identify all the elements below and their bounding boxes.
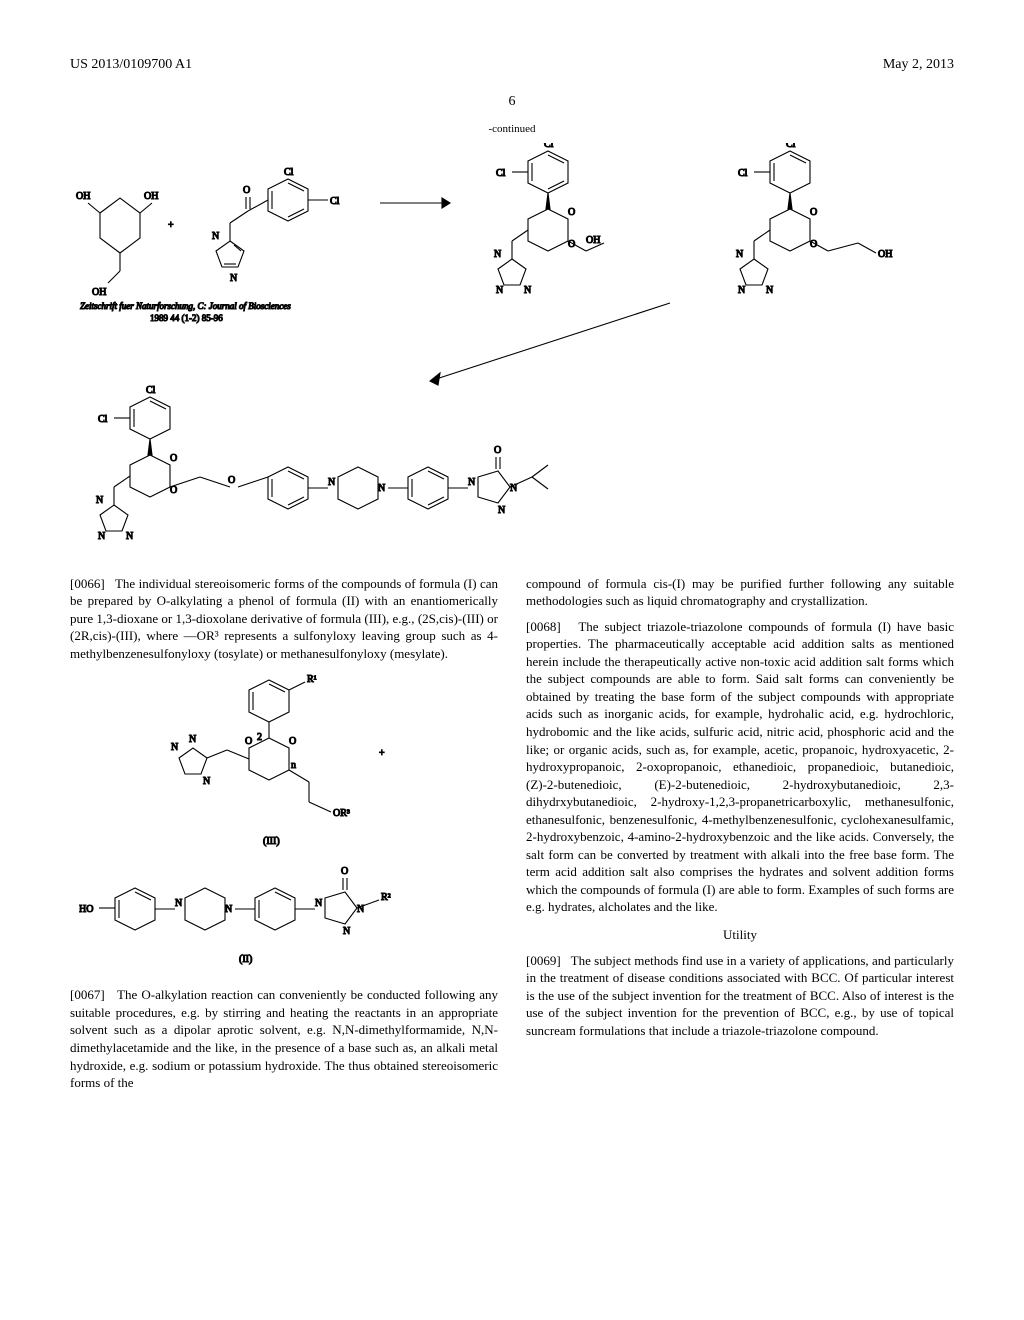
svg-text:OR³: OR³ (333, 808, 350, 819)
svg-text:O: O (341, 866, 348, 877)
header-right: May 2, 2013 (883, 56, 954, 75)
svg-text:N: N (494, 249, 501, 260)
svg-text:O: O (289, 736, 296, 747)
svg-text:Cl: Cl (544, 143, 554, 150)
svg-text:N: N (328, 477, 335, 488)
svg-text:Cl: Cl (98, 414, 108, 425)
svg-text:R²: R² (381, 892, 391, 903)
header-left: US 2013/0109700 A1 (70, 56, 192, 75)
svg-text:N: N (98, 531, 105, 542)
svg-text:N: N (230, 273, 237, 284)
svg-text:+: + (168, 220, 174, 231)
svg-text:OH: OH (76, 191, 90, 202)
para-0067: [0067] The O-alkylation reaction can con… (70, 986, 498, 1091)
svg-text:Cl: Cl (738, 168, 748, 179)
formula-III-II: R¹ 2 O O n N N (70, 672, 498, 972)
para-num-0069: [0069] (526, 953, 561, 968)
svg-text:N: N (524, 285, 531, 296)
continued-label: -continued (70, 122, 954, 137)
page-header: US 2013/0109700 A1 May 2, 2013 (70, 56, 954, 75)
svg-text:Cl: Cl (496, 168, 506, 179)
svg-text:N: N (212, 231, 219, 242)
svg-text:O: O (494, 445, 501, 456)
para-num-0067: [0067] (70, 987, 105, 1002)
svg-text:O: O (810, 207, 817, 218)
svg-text:N: N (96, 495, 103, 506)
svg-text:N: N (496, 285, 503, 296)
svg-text:N: N (315, 898, 322, 909)
svg-text:n: n (291, 760, 296, 771)
para-0069: [0069] The subject methods find use in a… (526, 952, 954, 1040)
svg-text:Cl: Cl (284, 167, 294, 178)
right-column: compound of formula cis-(I) may be purif… (526, 575, 954, 1100)
svg-text:N: N (738, 285, 745, 296)
svg-text:O: O (245, 736, 252, 747)
svg-text:OH: OH (144, 191, 158, 202)
two-column-body: [0066] The individual stereoisomeric for… (70, 575, 954, 1100)
svg-text:+: + (379, 748, 385, 759)
svg-text:HO: HO (79, 904, 93, 915)
svg-text:(II): (II) (239, 954, 252, 965)
svg-text:Cl: Cl (330, 196, 340, 207)
svg-text:OH: OH (878, 249, 892, 260)
reaction-scheme-top: OH OH OH + Cl Cl O N (70, 143, 954, 563)
svg-text:O: O (228, 475, 235, 486)
svg-text:Cl: Cl (146, 385, 156, 396)
svg-text:O: O (170, 453, 177, 464)
svg-text:R¹: R¹ (307, 674, 317, 685)
para-0067-cont: compound of formula cis-(I) may be purif… (526, 575, 954, 610)
svg-text:N: N (498, 505, 505, 516)
svg-text:N: N (171, 742, 178, 753)
left-column: [0066] The individual stereoisomeric for… (70, 575, 498, 1100)
svg-text:N: N (203, 776, 210, 787)
svg-text:N: N (766, 285, 773, 296)
para-0066: [0066] The individual stereoisomeric for… (70, 575, 498, 663)
svg-text:N: N (126, 531, 133, 542)
svg-text:O: O (243, 185, 250, 196)
page-number: 6 (70, 93, 954, 112)
svg-text:N: N (175, 898, 182, 909)
svg-text:OH: OH (586, 235, 600, 246)
para-num-0066: [0066] (70, 576, 105, 591)
svg-text:N: N (225, 904, 232, 915)
svg-text:N: N (343, 926, 350, 937)
svg-text:N: N (468, 477, 475, 488)
svg-text:O: O (568, 207, 575, 218)
scheme-svg: OH OH OH + Cl Cl O N (70, 143, 954, 563)
svg-text:N: N (736, 249, 743, 260)
svg-text:N: N (378, 483, 385, 494)
para-0068: [0068] The subject triazole-triazolone c… (526, 618, 954, 916)
svg-text:Zeitschrift fuer Naturforschun: Zeitschrift fuer Naturforschung, C: Jour… (80, 301, 291, 311)
para-num-0068: [0068] (526, 619, 561, 634)
svg-text:OH: OH (92, 287, 106, 298)
svg-text:Cl: Cl (786, 143, 796, 150)
svg-text:(III): (III) (263, 836, 280, 847)
svg-text:1989 44 (1-2) 85-96: 1989 44 (1-2) 85-96 (150, 313, 223, 323)
utility-heading: Utility (526, 926, 954, 944)
svg-text:N: N (189, 734, 196, 745)
